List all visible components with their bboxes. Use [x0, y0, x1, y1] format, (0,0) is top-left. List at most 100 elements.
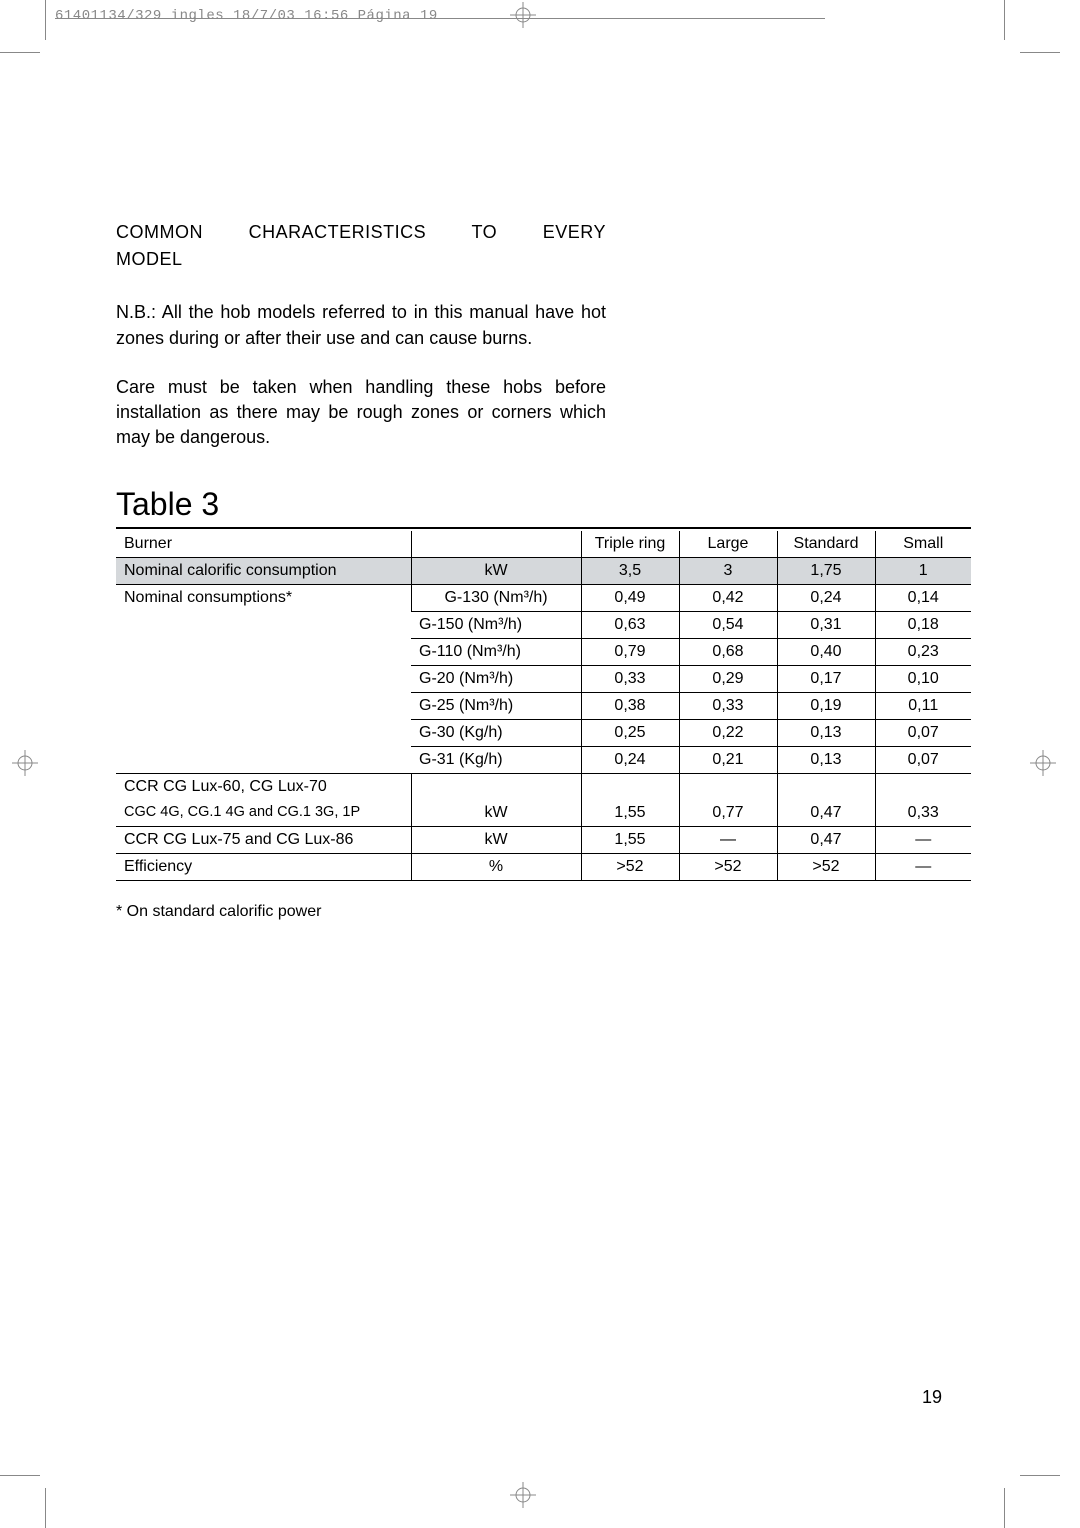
cell: 0,63 — [581, 612, 679, 639]
cell — [411, 774, 581, 801]
cell: 0,31 — [777, 612, 875, 639]
cell: 0,14 — [875, 585, 971, 612]
crop-mark — [1020, 1475, 1060, 1476]
table-row: CCR CG Lux-75 and CG Lux-86 kW 1,55 — 0,… — [116, 827, 971, 854]
table-row: CCR CG Lux-60, CG Lux-70 — [116, 774, 971, 801]
cell: — — [875, 827, 971, 854]
cell: 0,07 — [875, 747, 971, 774]
table-title: Table 3 — [116, 486, 971, 529]
cell: 1,55 — [581, 827, 679, 854]
cell: G-130 (Nm³/h) — [411, 585, 581, 612]
cell: 3 — [679, 558, 777, 585]
cell: % — [411, 854, 581, 881]
crop-mark — [0, 52, 40, 53]
cell: 0,24 — [777, 585, 875, 612]
cell: 0,11 — [875, 693, 971, 720]
cell: 0,47 — [777, 800, 875, 827]
cell: 0,24 — [581, 747, 679, 774]
cell: 0,18 — [875, 612, 971, 639]
section-title-line2: MODEL — [116, 247, 606, 272]
cell: 0,33 — [679, 693, 777, 720]
crop-mark — [45, 0, 46, 40]
cell: 3,5 — [581, 558, 679, 585]
cell: 0,10 — [875, 666, 971, 693]
cell: G-31 (Kg/h) — [411, 747, 581, 774]
cell — [875, 774, 971, 801]
header-burner: Burner — [116, 531, 411, 558]
cell: >52 — [777, 854, 875, 881]
page-number: 19 — [922, 1387, 942, 1408]
cell: 0,29 — [679, 666, 777, 693]
cell: 0,25 — [581, 720, 679, 747]
cell: 0,47 — [777, 827, 875, 854]
header-triple: Triple ring — [581, 531, 679, 558]
header-small: Small — [875, 531, 971, 558]
table-row: CGC 4G, CG.1 4G and CG.1 3G, 1P kW 1,55 … — [116, 800, 971, 827]
cell: 0,21 — [679, 747, 777, 774]
crop-mark — [1004, 0, 1005, 40]
table-row: Efficiency % >52 >52 >52 — — [116, 854, 971, 881]
cell: 1 — [875, 558, 971, 585]
cell: 1,55 — [581, 800, 679, 827]
cell: 0,77 — [679, 800, 777, 827]
crop-mark — [0, 1475, 40, 1476]
registration-mark — [1030, 750, 1056, 776]
section-title: COMMON CHARACTERISTICS TO EVERY — [116, 220, 606, 245]
cell: 0,13 — [777, 720, 875, 747]
characteristics-table: Burner Triple ring Large Standard Small … — [116, 531, 971, 881]
cell: G-150 (Nm³/h) — [411, 612, 581, 639]
slug-text: 61401134/329 ingles 18/7/03 16:56 Página… — [55, 8, 438, 24]
cell: 0,17 — [777, 666, 875, 693]
cell: CGC 4G, CG.1 4G and CG.1 3G, 1P — [116, 800, 411, 827]
cell: 0,07 — [875, 720, 971, 747]
cell: 0,40 — [777, 639, 875, 666]
cell: kW — [411, 558, 581, 585]
calorific-row: Nominal calorific consumption kW 3,5 3 1… — [116, 558, 971, 585]
cell: 0,22 — [679, 720, 777, 747]
crop-mark — [45, 1488, 46, 1528]
nominal-label: Nominal consumptions* — [116, 585, 411, 774]
cell: CCR CG Lux-60, CG Lux-70 — [116, 774, 411, 801]
cell: G-110 (Nm³/h) — [411, 639, 581, 666]
cell: kW — [411, 827, 581, 854]
page-content: COMMON CHARACTERISTICS TO EVERY MODEL N.… — [56, 60, 1026, 981]
crop-mark — [1004, 1488, 1005, 1528]
header-standard: Standard — [777, 531, 875, 558]
section-title-line1: COMMON CHARACTERISTICS TO EVERY — [116, 222, 606, 242]
crop-mark — [1020, 52, 1060, 53]
cell: 0,79 — [581, 639, 679, 666]
cell: CCR CG Lux-75 and CG Lux-86 — [116, 827, 411, 854]
cell: 0,42 — [679, 585, 777, 612]
cell: — — [679, 827, 777, 854]
header-large: Large — [679, 531, 777, 558]
registration-mark — [510, 1482, 536, 1508]
cell: — — [875, 854, 971, 881]
care-paragraph: Care must be taken when handling these h… — [116, 375, 606, 451]
upper-text-block: COMMON CHARACTERISTICS TO EVERY MODEL N.… — [116, 220, 606, 450]
nb-paragraph: N.B.: All the hob models referred to in … — [116, 300, 606, 350]
table-header-row: Burner Triple ring Large Standard Small — [116, 531, 971, 558]
registration-mark — [12, 750, 38, 776]
cell: 0,49 — [581, 585, 679, 612]
cell — [777, 774, 875, 801]
cell — [581, 774, 679, 801]
cell: G-25 (Nm³/h) — [411, 693, 581, 720]
cell: >52 — [679, 854, 777, 881]
cell: 0,54 — [679, 612, 777, 639]
cell: 1,75 — [777, 558, 875, 585]
cell: 0,33 — [875, 800, 971, 827]
cell: G-30 (Kg/h) — [411, 720, 581, 747]
table-row: Nominal consumptions* G-130 (Nm³/h) 0,49… — [116, 585, 971, 612]
cell: 0,38 — [581, 693, 679, 720]
cell: 0,33 — [581, 666, 679, 693]
cell: >52 — [581, 854, 679, 881]
header-blank — [411, 531, 581, 558]
cell: 0,23 — [875, 639, 971, 666]
cell: 0,19 — [777, 693, 875, 720]
footnote: * On standard calorific power — [116, 903, 966, 921]
cell: kW — [411, 800, 581, 827]
cell: 0,13 — [777, 747, 875, 774]
cell: G-20 (Nm³/h) — [411, 666, 581, 693]
cell: Efficiency — [116, 854, 411, 881]
cell: Nominal calorific consumption — [116, 558, 411, 585]
